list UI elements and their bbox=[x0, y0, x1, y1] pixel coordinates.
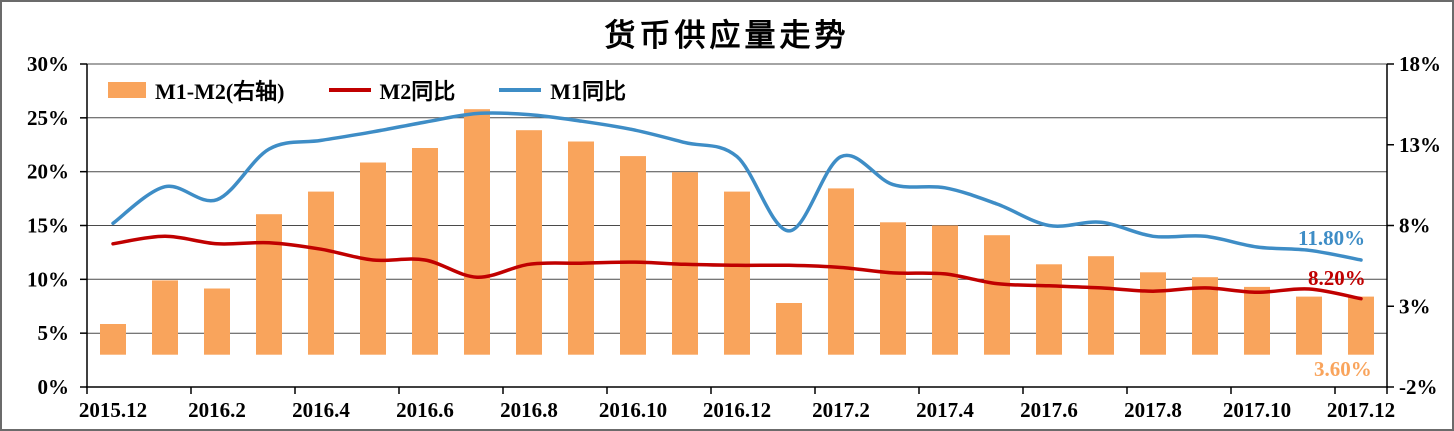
x-axis-tick-label: 2017.2 bbox=[812, 398, 870, 422]
annotation-m2-latest-value: 8.20% bbox=[1308, 266, 1366, 290]
legend-item-m1-yoy: M1同比 bbox=[499, 74, 626, 106]
x-axis-tick-label: 2016.8 bbox=[500, 398, 558, 422]
line-series-m1-yoy bbox=[111, 111, 1363, 262]
bar bbox=[984, 235, 1010, 355]
left-axis-tick-label: 25% bbox=[27, 106, 69, 130]
x-axis-tick-label: 2017.4 bbox=[916, 398, 974, 422]
bar bbox=[1296, 296, 1322, 355]
left-axis-tick-label: 30% bbox=[27, 52, 69, 76]
x-axis-tick-label: 2017.10 bbox=[1223, 398, 1291, 422]
right-axis-tick-label: 3% bbox=[1399, 294, 1431, 318]
left-axis-tick-label: 10% bbox=[27, 267, 69, 291]
bar bbox=[1244, 286, 1270, 355]
bar bbox=[1036, 264, 1062, 355]
bar bbox=[308, 191, 334, 355]
annotation-m1-latest-value: 11.80% bbox=[1298, 226, 1366, 250]
bar bbox=[152, 280, 178, 355]
x-axis-tick-label: 2017.12 bbox=[1327, 398, 1395, 422]
legend-label-m1-minus-m2: M1-M2(右轴) bbox=[155, 79, 285, 104]
bar bbox=[100, 324, 126, 355]
legend-label-m2-yoy: M2同比 bbox=[379, 79, 456, 104]
left-axis-tick-label: 0% bbox=[38, 375, 70, 399]
axes bbox=[80, 63, 1394, 394]
bar bbox=[256, 214, 282, 355]
bar bbox=[880, 222, 906, 355]
right-axis-tick-label: 18% bbox=[1399, 52, 1441, 76]
legend-label-m1-yoy: M1同比 bbox=[550, 79, 627, 104]
right-axis-tick-label: 8% bbox=[1399, 214, 1431, 238]
x-axis-tick-label: 2017.6 bbox=[1020, 398, 1078, 422]
bar bbox=[620, 156, 646, 355]
legend-item-m1-minus-m2: M1-M2(右轴) bbox=[108, 74, 285, 106]
bar bbox=[1140, 272, 1166, 355]
axis-tick-labels: 30% 25% 20% 15% 10% 5% 0% 18% 13% 8% 3% -2% 2015.12 2… bbox=[27, 52, 1441, 422]
bar bbox=[1348, 296, 1374, 355]
chart-title: 货币供应量走势 bbox=[604, 18, 850, 53]
bar bbox=[932, 225, 958, 355]
bar bbox=[412, 148, 438, 355]
right-axis-tick-label: -2% bbox=[1399, 375, 1438, 399]
bar bbox=[204, 288, 230, 355]
bar bbox=[1088, 256, 1114, 355]
x-axis-tick-label: 2016.6 bbox=[396, 398, 454, 422]
left-axis-tick-label: 15% bbox=[27, 214, 69, 238]
line-swatch-icon bbox=[328, 88, 371, 92]
annotation-m1-minus-m2-latest-value: 3.60% bbox=[1314, 357, 1372, 381]
line-swatch-icon bbox=[499, 88, 542, 92]
left-axis-tick-label: 5% bbox=[38, 321, 70, 345]
bar bbox=[1192, 277, 1218, 355]
x-axis-tick-label: 2016.12 bbox=[703, 398, 771, 422]
chart-legend: M1-M2(右轴) M2同比 M1同比 bbox=[108, 74, 670, 106]
bar bbox=[776, 303, 802, 355]
bar bbox=[828, 188, 854, 355]
line-series-m2-yoy bbox=[111, 234, 1363, 301]
bar-series-m1-minus-m2 bbox=[100, 109, 1374, 355]
x-axis-tick-label: 2015.12 bbox=[79, 398, 147, 422]
x-axis-tick-label: 2016.4 bbox=[292, 398, 350, 422]
bar bbox=[568, 141, 594, 355]
bar-swatch-icon bbox=[108, 82, 146, 98]
x-axis-tick-label: 2016.2 bbox=[188, 398, 246, 422]
right-axis-tick-label: 13% bbox=[1399, 133, 1441, 157]
x-axis-tick-label: 2016.10 bbox=[599, 398, 667, 422]
bar bbox=[516, 130, 542, 355]
bar bbox=[464, 109, 490, 355]
x-axis-tick-label: 2017.8 bbox=[1124, 398, 1182, 422]
legend-item-m2-yoy: M2同比 bbox=[328, 74, 456, 106]
bar bbox=[724, 191, 750, 355]
left-axis-tick-label: 20% bbox=[27, 160, 69, 184]
